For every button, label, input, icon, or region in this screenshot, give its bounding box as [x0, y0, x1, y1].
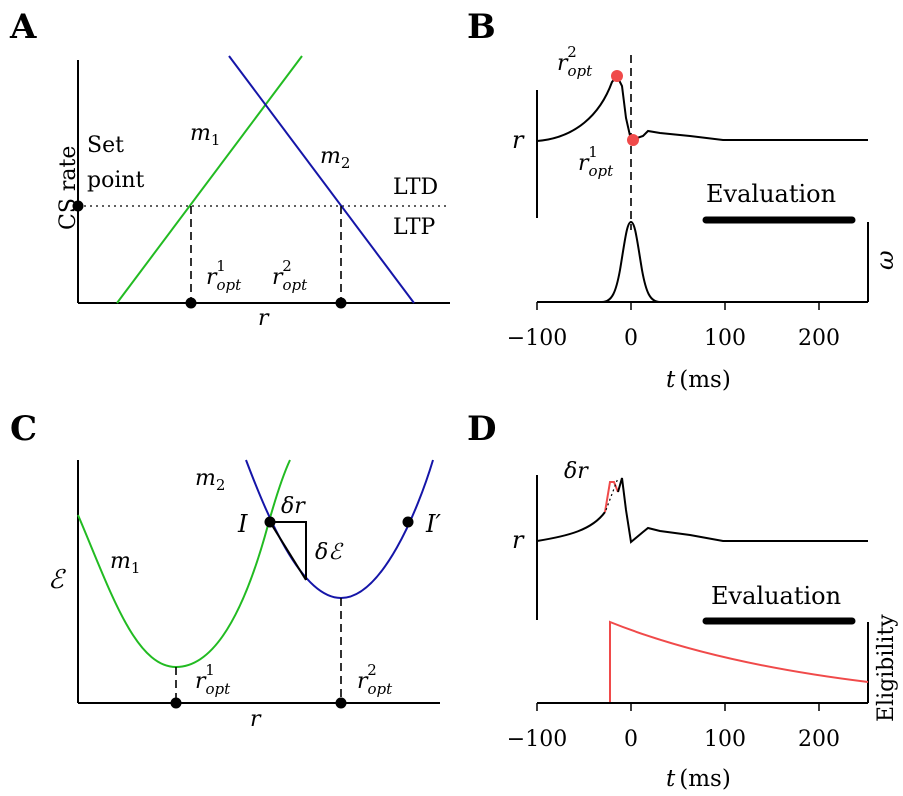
panel-d-rate-trace-pre: [536, 511, 606, 542]
panel-c-ropt1-marker: [170, 697, 182, 709]
panel-c-ropt2-label: ropt2: [357, 661, 393, 698]
ropt1-dot: [627, 134, 639, 146]
panel-b-tick-label: 0: [624, 326, 638, 351]
panel-a: A CS rate r Set point m1 m2 LTD LTP ropt…: [9, 7, 450, 331]
point-i: [264, 516, 276, 528]
panel-d-unperturbed-dotted: [605, 477, 619, 511]
panel-d-letter: D: [467, 409, 496, 449]
point-i-prime-label: I′: [425, 510, 441, 538]
panel-b-tick-label: 100: [704, 326, 746, 351]
ltd-label: LTD: [393, 175, 438, 200]
panel-a-letter: A: [9, 7, 37, 47]
m1-label: m1: [190, 121, 220, 149]
ropt2-dot: [611, 70, 623, 82]
panel-b-ropt1-label: ropt1: [578, 143, 614, 180]
panel-d-tick-label: −100: [507, 727, 567, 752]
panel-d: D r δr Evaluation Eligibility −100 0 100…: [467, 409, 899, 792]
panel-b-r-label: r: [512, 126, 525, 154]
point-i-label: I: [237, 510, 248, 538]
panel-c-ropt1-label: ropt1: [195, 661, 231, 698]
m1-line: [116, 55, 303, 304]
panel-a-ropt2-label: ropt2: [272, 257, 308, 294]
panel-d-delta-r-label: δr: [564, 459, 589, 484]
m2-label: m2: [320, 144, 350, 172]
point-i-prime: [402, 516, 414, 528]
ropt2-marker: [335, 297, 347, 309]
eligibility-trace: [537, 620, 869, 704]
panel-d-evaluation-label: Evaluation: [711, 582, 841, 610]
panel-d-tick-label: 0: [624, 727, 638, 752]
gradient-triangle-hypotenuse: [269, 521, 307, 581]
panel-c-x-label: r: [250, 707, 262, 732]
delta-r-label: δr: [281, 494, 306, 519]
panel-d-r-label: r: [512, 526, 525, 554]
panel-c: C ℰ r I I′ δr δℰ m2 m1 ropt1 ropt2: [10, 409, 441, 732]
set-point-label-2: point: [87, 168, 145, 193]
panel-b-letter: B: [467, 7, 496, 47]
panel-d-perturbation: [604, 481, 619, 513]
panel-d-tick-label: 200: [798, 727, 840, 752]
panel-b: B r ropt2 ropt1 Evaluation ω −100 0 100 …: [467, 7, 899, 393]
panel-b-omega-label: ω: [871, 250, 899, 270]
panel-c-m2-label: m2: [195, 466, 225, 494]
gradient-triangle-legs: [270, 521, 307, 580]
panel-d-tick-label: 100: [704, 727, 746, 752]
panel-a-x-label: r: [258, 306, 270, 331]
panel-a-y-label: CS rate: [56, 146, 81, 230]
panel-b-omega-kernel: [537, 220, 868, 303]
panel-d-x-label: t (ms): [666, 766, 731, 792]
panel-c-y-label: ℰ: [48, 565, 66, 595]
ltp-label: LTP: [393, 215, 435, 240]
panel-d-rate-trace-post: [617, 477, 868, 544]
panel-b-rate-trace: [536, 74, 868, 142]
panel-b-x-label: t (ms): [666, 367, 731, 393]
panel-c-ropt2-marker: [335, 697, 347, 709]
panel-b-ropt2-label: ropt2: [557, 43, 593, 80]
set-point-marker: [72, 200, 84, 212]
panel-d-eligibility-label: Eligibility: [874, 614, 899, 722]
m1-parabola: [77, 459, 291, 669]
panel-b-tick-label: −100: [507, 326, 567, 351]
panel-c-m1-label: m1: [110, 549, 140, 577]
panel-c-letter: C: [10, 409, 37, 449]
set-point-label-1: Set: [87, 133, 124, 158]
panel-b-evaluation-label: Evaluation: [706, 180, 836, 208]
panel-a-ropt1-label: ropt1: [206, 257, 242, 294]
ropt1-marker: [185, 297, 197, 309]
m2-line: [228, 55, 415, 304]
panel-b-tick-label: 200: [798, 326, 840, 351]
delta-e-label: δℰ: [315, 540, 344, 565]
